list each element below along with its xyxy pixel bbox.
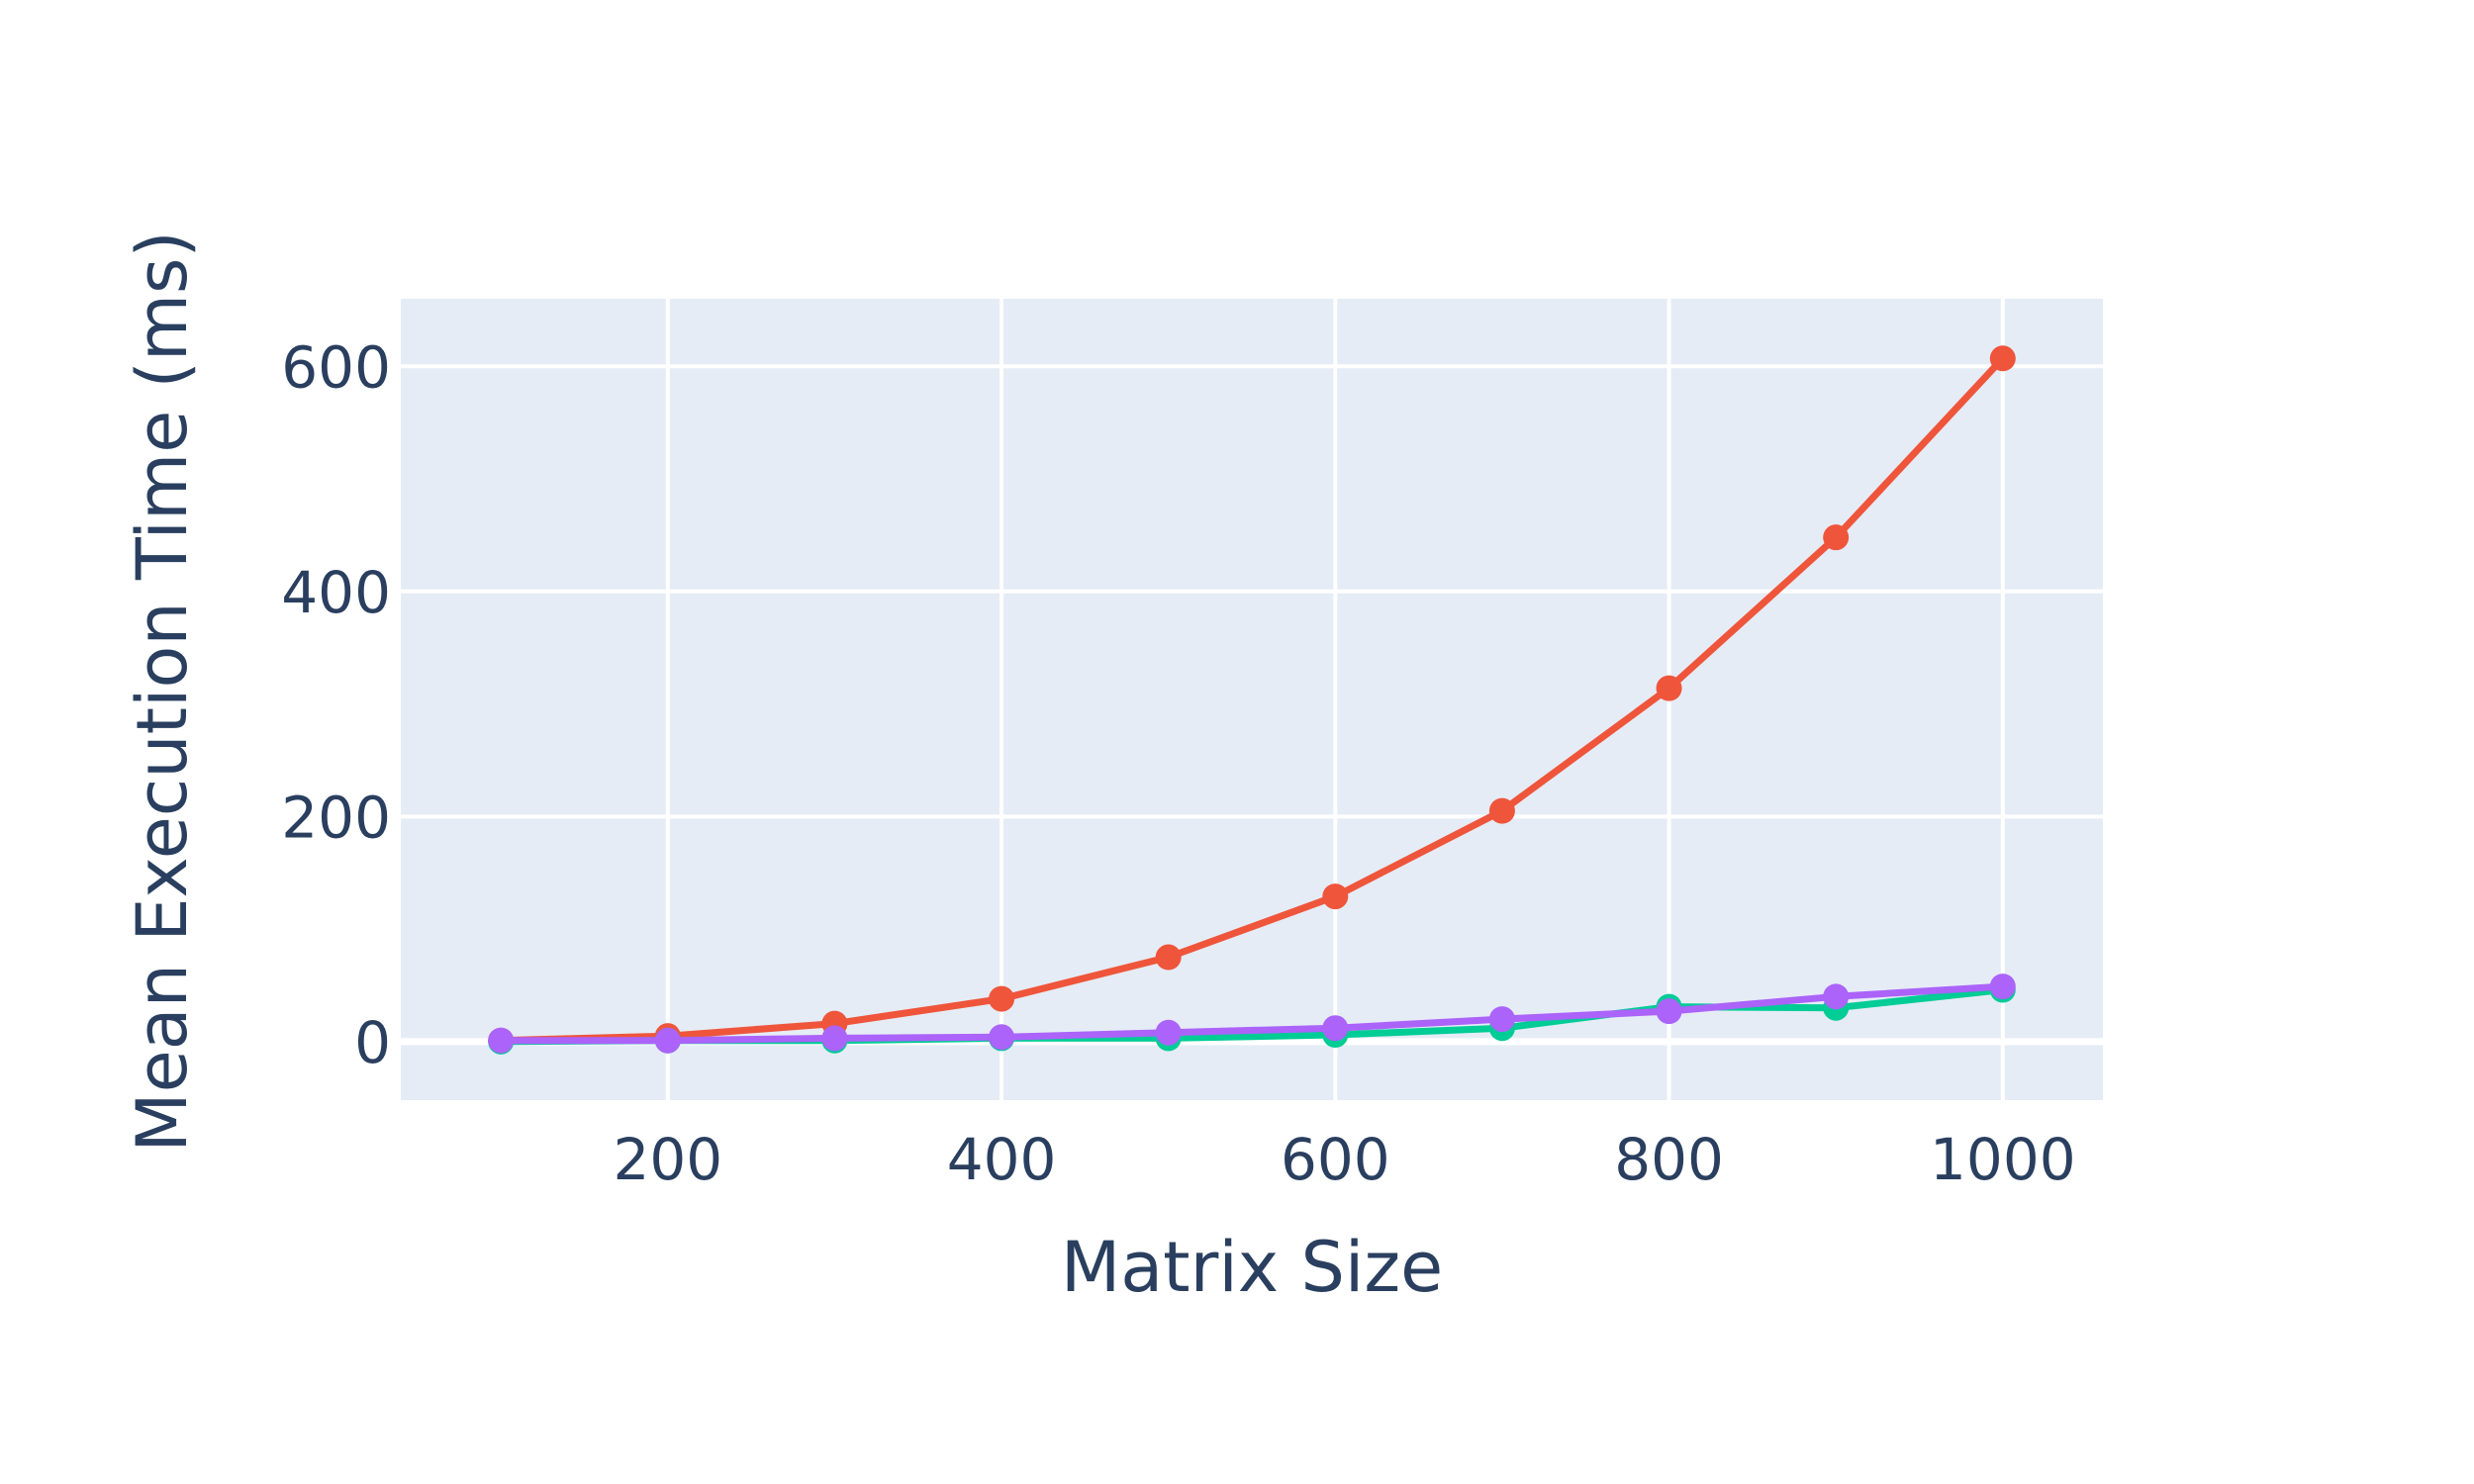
series-3-point [989, 1024, 1015, 1051]
series-3-point [654, 1027, 681, 1054]
series-1-point [989, 985, 1015, 1012]
y-tick-label: 200 [281, 784, 391, 851]
y-tick-label: 400 [281, 559, 391, 626]
x-tick-label: 400 [947, 1126, 1057, 1193]
grid-lines [401, 299, 2103, 1100]
series-3-point [1989, 974, 2016, 1000]
series-3 [488, 974, 2016, 1054]
series-3-point [1823, 983, 1850, 1010]
series-1-point [1656, 675, 1682, 701]
series-1-line [497, 354, 2007, 1045]
x-axis-title: Matrix Size [1061, 1227, 1443, 1308]
x-tick-label: 800 [1614, 1126, 1724, 1193]
series-1-point [1823, 524, 1850, 551]
series-3-point [488, 1027, 515, 1054]
series-3-point [821, 1025, 848, 1052]
series-3-line [497, 982, 2007, 1045]
y-tick-label: 0 [354, 1009, 391, 1076]
series-1-point [1155, 944, 1182, 971]
series-1-point [1488, 797, 1515, 824]
series-1-point [1322, 883, 1349, 910]
series-layer [488, 345, 2016, 1055]
series-3-point [1488, 1006, 1515, 1033]
x-tick-label: 1000 [1930, 1126, 2076, 1193]
plot-area [401, 299, 2103, 1100]
series-3-point [1155, 1019, 1182, 1046]
x-tick-label: 600 [1281, 1126, 1390, 1193]
series-3-point [1656, 998, 1682, 1025]
y-tick-label: 600 [281, 333, 391, 401]
series-1-point [1989, 345, 2016, 372]
tick-labels: 200 400 600 800 1000 0 200 400 600 [281, 333, 2075, 1193]
series-3-point [1322, 1015, 1349, 1042]
y-axis-title: Mean Execution Time (ms) [122, 231, 203, 1153]
x-tick-label: 200 [613, 1126, 722, 1193]
